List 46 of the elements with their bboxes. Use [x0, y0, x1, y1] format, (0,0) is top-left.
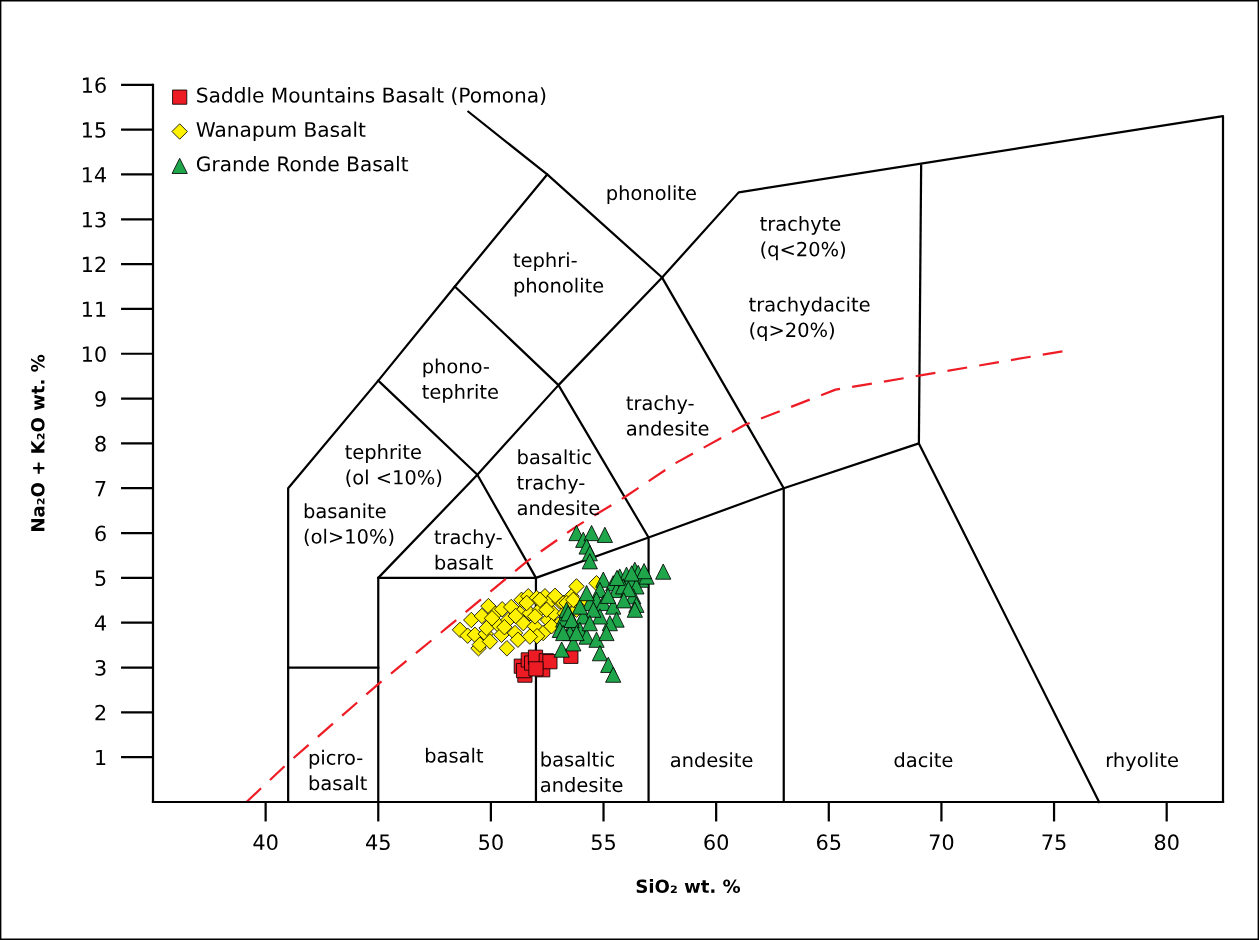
annotation: basalt — [425, 747, 484, 763]
annotation: trachydacite (q>20%) — [749, 296, 870, 341]
annotation: basaltic andesite — [540, 751, 623, 793]
x-tick-label: 70 — [929, 834, 954, 851]
y-tick-label: 15 — [82, 122, 106, 138]
annotation: andesite — [670, 752, 753, 768]
x-tick-label: 80 — [1154, 834, 1179, 851]
annotation: tephri- phonolite — [513, 252, 604, 297]
annotation: trachy- andesite — [626, 395, 709, 436]
y-tick-label: 7 — [95, 480, 106, 497]
x-tick-label: 60 — [704, 834, 729, 851]
x-tick-label: 55 — [591, 834, 615, 851]
y-tick-label: 8 — [95, 435, 106, 452]
x-tick-label: 65 — [816, 834, 841, 851]
legend-label: Wanapum Basalt — [196, 121, 366, 141]
y-tick-label: 10 — [82, 346, 106, 362]
legend-label: Saddle Mountains Basalt (Pomona) — [197, 87, 546, 106]
annotation: phonolite — [607, 185, 696, 205]
y-tick-label: 4 — [94, 615, 106, 631]
annotation: picro- basalt — [309, 749, 367, 791]
annotation: phono- tephrite — [422, 358, 498, 403]
y-tick-label: 12 — [82, 256, 106, 273]
annotation: trachyte (q<20%) — [760, 215, 845, 261]
y-tick-label: 13 — [82, 211, 106, 228]
y-tick-label: 14 — [82, 167, 106, 183]
annotation: tephrite (ol <10%) — [345, 444, 442, 487]
x-tick-label: 75 — [1042, 834, 1066, 851]
annotation: rhyolite — [1106, 752, 1178, 772]
x-tick-label: 40 — [253, 834, 278, 851]
annotation: trachy- basalt — [434, 529, 502, 570]
y-tick-label: 6 — [95, 525, 106, 542]
y-tick-label: 3 — [95, 659, 106, 676]
legend-label: Grande Ronde Basalt — [196, 155, 409, 172]
x-tick-label: 50 — [479, 834, 503, 851]
annotation: dacite — [894, 752, 953, 768]
y-axis-title: Na₂O + K₂O wt. % — [30, 354, 45, 531]
annotation: basanite (ol>10%) — [304, 503, 394, 547]
y-tick-label: 1 — [96, 749, 106, 766]
y-tick-label: 2 — [95, 704, 106, 721]
y-tick-label: 5 — [95, 570, 106, 587]
y-tick-label: 16 — [82, 77, 106, 94]
y-tick-label: 9 — [95, 391, 106, 407]
y-tick-label: 11 — [82, 301, 106, 317]
x-tick-label: 45 — [366, 834, 390, 851]
annotation: basaltic trachy- andesite — [517, 449, 600, 516]
x-axis-title: SiO₂ wt. % — [636, 879, 741, 894]
